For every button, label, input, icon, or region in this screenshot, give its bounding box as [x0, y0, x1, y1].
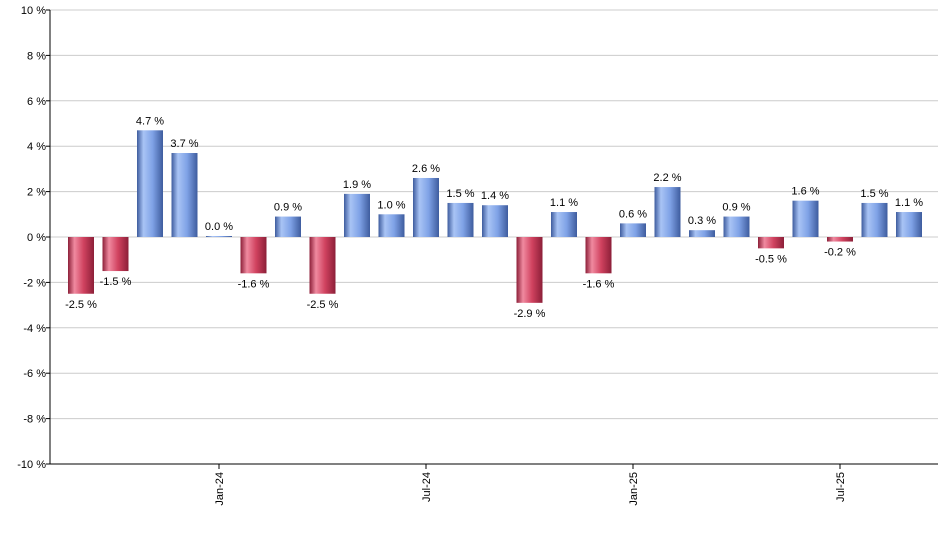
bar: [482, 205, 508, 237]
bar-value-label: 0.3 %: [688, 215, 716, 227]
bar: [827, 237, 853, 242]
bar-value-label: 1.0 %: [377, 199, 405, 211]
bar: [689, 230, 715, 237]
x-tick-label: Jan-25: [628, 472, 640, 506]
y-tick-label: 0 %: [27, 232, 46, 244]
bar-value-label: 2.2 %: [653, 172, 681, 184]
bar: [723, 216, 750, 237]
bar: [275, 216, 301, 237]
bar: [861, 202, 888, 237]
bar-value-label: -1.6 %: [583, 278, 615, 290]
bar: [240, 237, 267, 274]
bar: [620, 223, 646, 237]
bar: [68, 237, 94, 294]
x-tick-label: Jul-25: [835, 472, 847, 502]
bar: [792, 200, 819, 237]
bar-value-label: -1.5 %: [100, 276, 132, 288]
bar: [758, 237, 784, 249]
y-tick-label: 6 %: [27, 96, 46, 108]
y-tick-label: -6 %: [23, 368, 46, 380]
y-tick-label: -4 %: [23, 323, 46, 335]
bar: [344, 193, 370, 237]
bar-value-label: 1.9 %: [343, 179, 371, 191]
bar: [137, 130, 163, 237]
bar-value-label: -0.5 %: [755, 253, 787, 265]
bar: [171, 153, 198, 237]
y-tick-label: 10 %: [21, 5, 46, 17]
bar-value-label: 0.0 %: [205, 221, 233, 233]
x-tick-label: Jan-24: [214, 472, 226, 506]
bar: [206, 236, 232, 237]
bar: [551, 212, 577, 237]
bar-value-label: 1.4 %: [481, 190, 509, 202]
y-tick-label: 2 %: [27, 187, 46, 199]
bar-value-label: -2.5 %: [65, 299, 97, 311]
y-tick-label: -2 %: [23, 277, 46, 289]
axis-layer: 10 % 8 % 6 % 4 % 2 % 0 % -2 % -4 % -6 % -8 % -10 %…: [17, 5, 938, 506]
y-tick-label: -8 %: [23, 414, 46, 426]
y-tick-label: 8 %: [27, 50, 46, 62]
bar-value-label: 1.5 %: [860, 188, 888, 200]
bar: [896, 212, 922, 237]
bar-value-label: 3.7 %: [170, 138, 198, 150]
bar-value-label: -2.5 %: [307, 299, 339, 311]
bar: [309, 237, 336, 294]
bar-value-label: 0.9 %: [722, 202, 750, 214]
bar-value-label: 0.9 %: [274, 202, 302, 214]
bar-value-label: 2.6 %: [412, 163, 440, 175]
bar: [447, 202, 474, 237]
bar: [516, 237, 543, 303]
bar-value-label: 0.6 %: [619, 208, 647, 220]
bar-value-label: -0.2 %: [824, 247, 856, 259]
bar: [413, 177, 439, 237]
bar: [102, 237, 129, 272]
bar: [585, 237, 612, 274]
bar-value-label: 1.5 %: [446, 188, 474, 200]
label-layer: -2.5 %-1.5 %4.7 %3.7 %0.0 %-1.6 %0.9 %-2…: [65, 115, 923, 320]
bar-layer: [68, 130, 922, 303]
y-tick-label: 4 %: [27, 141, 46, 153]
x-tick-label: Jul-24: [421, 472, 433, 502]
bar-value-label: 1.1 %: [895, 197, 923, 209]
bar-value-label: -1.6 %: [238, 278, 270, 290]
bar: [378, 214, 405, 237]
bar-value-label: 4.7 %: [136, 115, 164, 127]
bar-value-label: 1.6 %: [791, 186, 819, 198]
bar: [654, 187, 681, 237]
bar-value-label: 1.1 %: [550, 197, 578, 209]
y-tick-label: -10 %: [17, 459, 46, 471]
bar-value-label: -2.9 %: [514, 308, 546, 320]
